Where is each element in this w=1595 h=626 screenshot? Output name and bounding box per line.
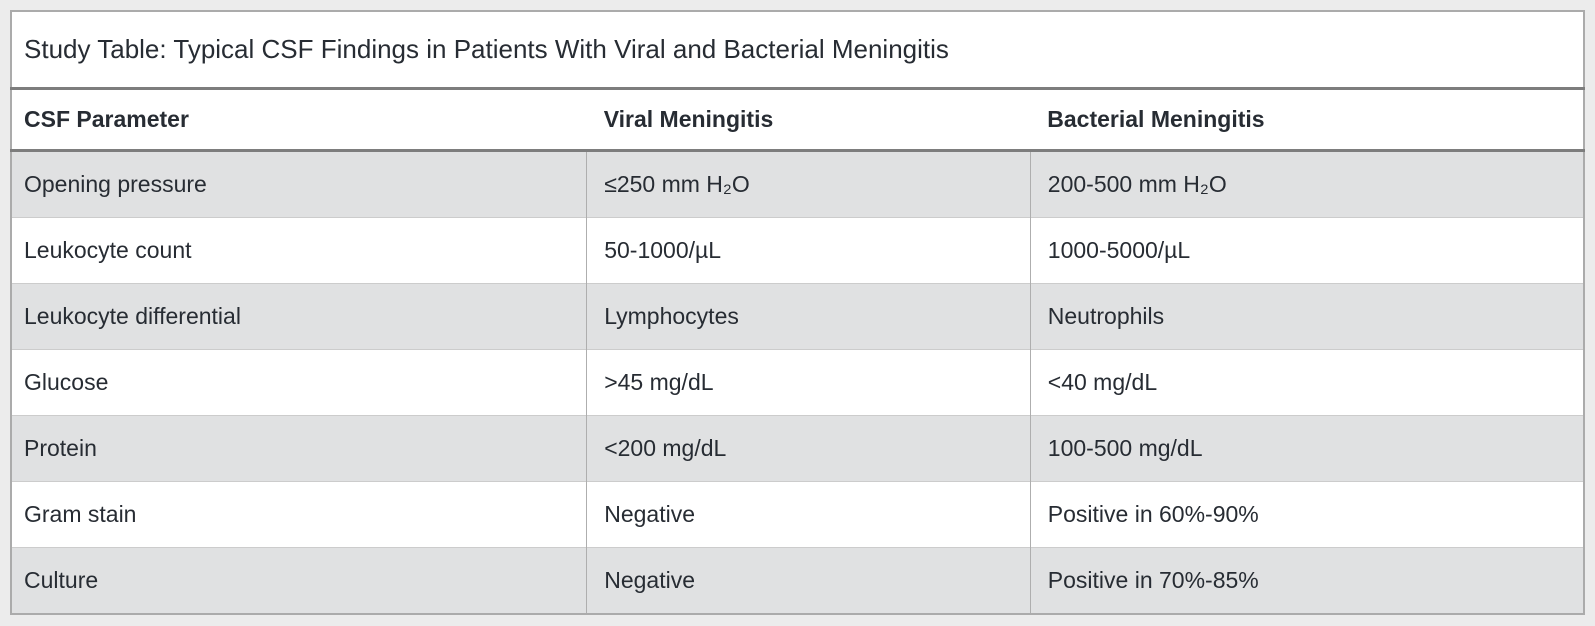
cell-bacterial: 100-500 mg/dL bbox=[1029, 415, 1584, 482]
csf-findings-table: Study Table: Typical CSF Findings in Pat… bbox=[10, 10, 1585, 615]
cell-parameter: Glucose bbox=[11, 349, 587, 416]
cell-parameter: Culture bbox=[11, 547, 587, 614]
table-row: Leukocyte count 50-1000/µL 1000-5000/µL bbox=[11, 217, 1584, 284]
cell-parameter: Protein bbox=[11, 415, 587, 482]
cell-viral: Negative bbox=[586, 481, 1031, 548]
cell-bacterial: 1000-5000/µL bbox=[1029, 217, 1584, 284]
cell-bacterial: Neutrophils bbox=[1029, 283, 1584, 350]
cell-bacterial: 200-500 mm H₂O bbox=[1029, 150, 1584, 218]
cell-bacterial: Positive in 70%-85% bbox=[1029, 547, 1584, 614]
table-head: Study Table: Typical CSF Findings in Pat… bbox=[11, 11, 1584, 152]
table-row: Gram stain Negative Positive in 60%-90% bbox=[11, 481, 1584, 548]
cell-bacterial: <40 mg/dL bbox=[1029, 349, 1584, 416]
cell-parameter: Gram stain bbox=[11, 481, 587, 548]
cell-parameter: Leukocyte count bbox=[11, 217, 587, 284]
column-header-bacterial-meningitis: Bacterial Meningitis bbox=[1030, 88, 1584, 152]
cell-viral: Negative bbox=[586, 547, 1031, 614]
cell-viral: 50-1000/µL bbox=[586, 217, 1031, 284]
table-row: Glucose >45 mg/dL <40 mg/dL bbox=[11, 349, 1584, 416]
title-row: Study Table: Typical CSF Findings in Pat… bbox=[11, 11, 1584, 90]
table-row: Leukocyte differential Lymphocytes Neutr… bbox=[11, 283, 1584, 350]
table-title: Study Table: Typical CSF Findings in Pat… bbox=[11, 11, 1584, 90]
column-header-csf-parameter: CSF Parameter bbox=[11, 88, 587, 152]
table-body: Opening pressure ≤250 mm H₂O 200-500 mm … bbox=[11, 150, 1584, 614]
column-header-viral-meningitis: Viral Meningitis bbox=[586, 88, 1031, 152]
table-row: Opening pressure ≤250 mm H₂O 200-500 mm … bbox=[11, 150, 1584, 218]
cell-viral: <200 mg/dL bbox=[586, 415, 1031, 482]
cell-viral: >45 mg/dL bbox=[586, 349, 1031, 416]
cell-viral: ≤250 mm H₂O bbox=[586, 150, 1031, 218]
table-row: Culture Negative Positive in 70%-85% bbox=[11, 547, 1584, 614]
header-row: CSF Parameter Viral Meningitis Bacterial… bbox=[11, 88, 1584, 152]
table-row: Protein <200 mg/dL 100-500 mg/dL bbox=[11, 415, 1584, 482]
cell-parameter: Leukocyte differential bbox=[11, 283, 587, 350]
cell-parameter: Opening pressure bbox=[11, 150, 587, 218]
cell-bacterial: Positive in 60%-90% bbox=[1029, 481, 1584, 548]
cell-viral: Lymphocytes bbox=[586, 283, 1031, 350]
